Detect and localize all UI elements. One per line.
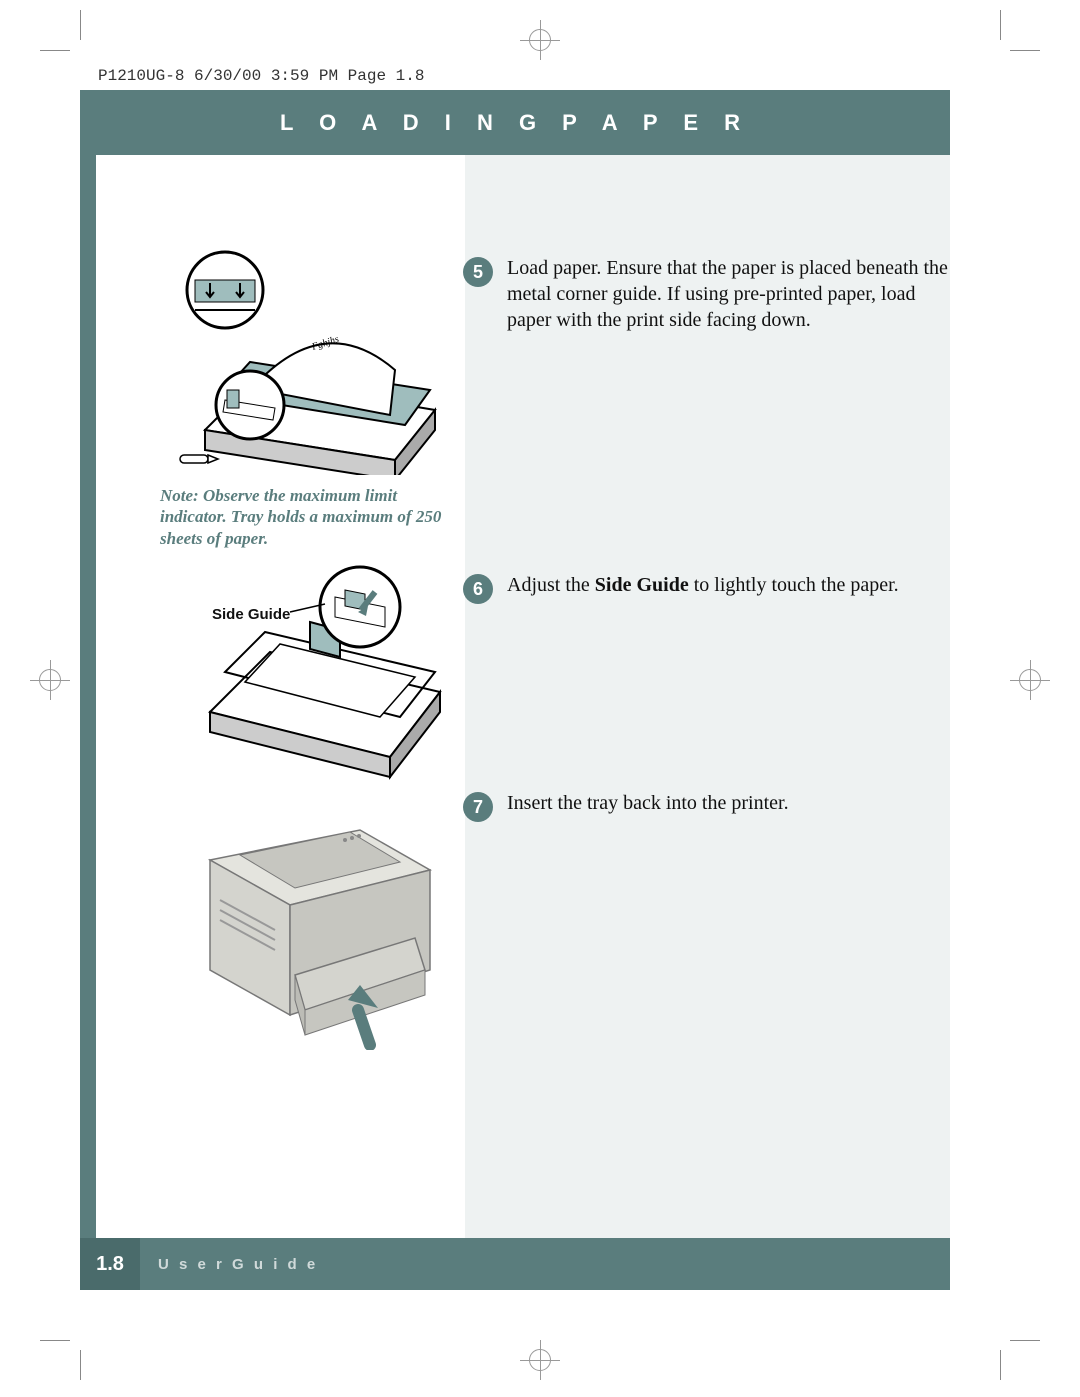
crop-register-circle [529, 1349, 551, 1371]
page-spine [80, 155, 96, 1290]
crop-mark [1010, 1340, 1040, 1341]
crop-mark [40, 1340, 70, 1341]
crop-register-circle [1019, 669, 1041, 691]
step-text-content: Load paper. Ensure that the paper is pla… [507, 257, 948, 331]
step-text-bold: Side Guide [595, 574, 689, 596]
tray-illustration-icon: Fghjhs [165, 250, 455, 475]
note-text: Note: Observe the maximum limit indicato… [160, 485, 450, 549]
step-6: 6 Adjust the Side Guide to lightly touch… [463, 572, 948, 604]
footer-label: U s e r G u i d e [158, 1256, 318, 1273]
crop-mark [80, 10, 81, 40]
crop-mark [80, 1350, 81, 1380]
step-badge: 6 [463, 574, 493, 604]
page-number: 1.8 [80, 1238, 140, 1290]
crop-register-circle [39, 669, 61, 691]
page-title: L O A D I N G P A P E R [280, 110, 750, 136]
step-text-after: to lightly touch the paper. [689, 574, 899, 596]
step-text-content: Insert the tray back into the printer. [507, 792, 789, 814]
step-text: Load paper. Ensure that the paper is pla… [507, 255, 948, 333]
crop-mark [1000, 1350, 1001, 1380]
step-7: 7 Insert the tray back into the printer. [463, 790, 948, 822]
crop-mark [1010, 50, 1040, 51]
step-text: Adjust the Side Guide to lightly touch t… [507, 572, 899, 598]
step-badge: 7 [463, 792, 493, 822]
figure-printer [180, 800, 450, 1050]
page-header: L O A D I N G P A P E R [80, 90, 950, 155]
page-footer: 1.8 U s e r G u i d e [80, 1238, 950, 1290]
step-text-before: Adjust the [507, 574, 595, 596]
figure-side-guide [190, 562, 450, 782]
step-5: 5 Load paper. Ensure that the paper is p… [463, 255, 948, 333]
printer-illustration-icon [180, 800, 450, 1050]
crop-register-circle [529, 29, 551, 51]
crop-mark [40, 50, 70, 51]
side-guide-illustration-icon [190, 562, 450, 782]
document-meta: P1210UG-8 6/30/00 3:59 PM Page 1.8 [98, 67, 424, 85]
step-badge: 5 [463, 257, 493, 287]
figure-load-paper: Fghjhs [165, 250, 455, 475]
step-text: Insert the tray back into the printer. [507, 790, 789, 816]
crop-mark [1000, 10, 1001, 40]
